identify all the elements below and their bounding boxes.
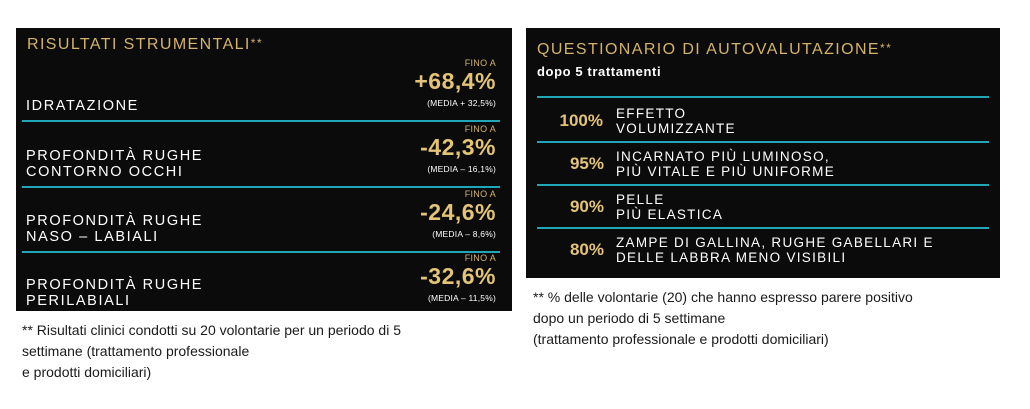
assessment-text: PELLE PIÙ ELASTICA	[616, 191, 724, 222]
result-row-eye-wrinkles: FINO A -42,3% (MEDIA – 16,1%) PROFONDITÀ…	[16, 124, 512, 188]
self-assessment-footnote: ** % delle volontarie (20) che hanno esp…	[533, 289, 913, 347]
result-value: +68,4%	[414, 68, 496, 94]
result-row-hydration: FINO A +68,4% (MEDIA + 32,5%) IDRATAZION…	[16, 58, 512, 122]
result-label: PROFONDITÀ RUGHE NASO – LABIALI	[26, 213, 204, 245]
result-prefix: FINO A	[464, 124, 496, 134]
result-row-perilabial-wrinkles: FINO A -32,6% (MEDIA – 11,5%) PROFONDITÀ…	[16, 253, 512, 313]
assessment-row-wrinkles-visibility: 80% ZAMPE DI GALLINA, RUGHE GABELLARI E …	[526, 229, 1000, 270]
result-label: PROFONDITÀ RUGHE PERILABIALI	[26, 277, 204, 309]
result-average: (MEDIA – 8,6%)	[432, 229, 496, 239]
result-prefix: FINO A	[464, 189, 496, 199]
instrumental-results-panel: RISULTATI STRUMENTALI** FINO A +68,4% (M…	[16, 28, 512, 311]
result-label: IDRATAZIONE	[26, 98, 139, 114]
result-prefix: FINO A	[464, 58, 496, 68]
result-average: (MEDIA – 16,1%)	[427, 164, 496, 174]
result-average: (MEDIA – 11,5%)	[427, 293, 496, 303]
row-divider	[537, 227, 989, 229]
assessment-row-volumizing: 100% EFFETTO VOLUMIZZANTE	[526, 100, 1000, 141]
assessment-row-elasticity: 90% PELLE PIÙ ELASTICA	[526, 186, 1000, 227]
result-value: -24,6%	[420, 199, 496, 225]
result-value: -32,6%	[420, 263, 496, 289]
row-divider	[537, 96, 989, 98]
assessment-text: ZAMPE DI GALLINA, RUGHE GABELLARI E DELL…	[616, 234, 934, 265]
result-prefix: FINO A	[464, 253, 496, 263]
row-divider	[22, 186, 500, 188]
assessment-percent: 90%	[569, 197, 604, 216]
self-assessment-title: QUESTIONARIO DI AUTOVALUTAZIONE**	[537, 41, 893, 58]
instrumental-results-title: RISULTATI STRUMENTALI**	[27, 36, 263, 53]
result-average: (MEDIA + 32,5%)	[427, 98, 496, 108]
result-row-nasolabial-wrinkles: FINO A -24,6% (MEDIA – 8,6%) PROFONDITÀ …	[16, 189, 512, 253]
self-assessment-subtitle: dopo 5 trattamenti	[537, 64, 662, 79]
self-assessment-panel: QUESTIONARIO DI AUTOVALUTAZIONE** dopo 5…	[526, 28, 1000, 278]
row-divider	[22, 251, 500, 253]
row-divider	[537, 141, 989, 143]
assessment-percent: 95%	[569, 154, 604, 173]
assessment-percent: 80%	[569, 240, 604, 259]
row-divider	[22, 120, 500, 122]
row-divider	[537, 184, 989, 186]
result-value: -42,3%	[420, 134, 496, 160]
assessment-row-complexion: 95% INCARNATO PIÙ LUMINOSO, PIÙ VITALE E…	[526, 143, 1000, 184]
assessment-text: EFFETTO VOLUMIZZANTE	[616, 105, 736, 136]
assessment-text: INCARNATO PIÙ LUMINOSO, PIÙ VITALE E PIÙ…	[616, 148, 836, 179]
result-label: PROFONDITÀ RUGHE CONTORNO OCCHI	[26, 148, 204, 180]
assessment-percent: 100%	[559, 111, 603, 130]
instrumental-results-footnote: ** Risultati clinici condotti su 20 volo…	[22, 322, 401, 380]
